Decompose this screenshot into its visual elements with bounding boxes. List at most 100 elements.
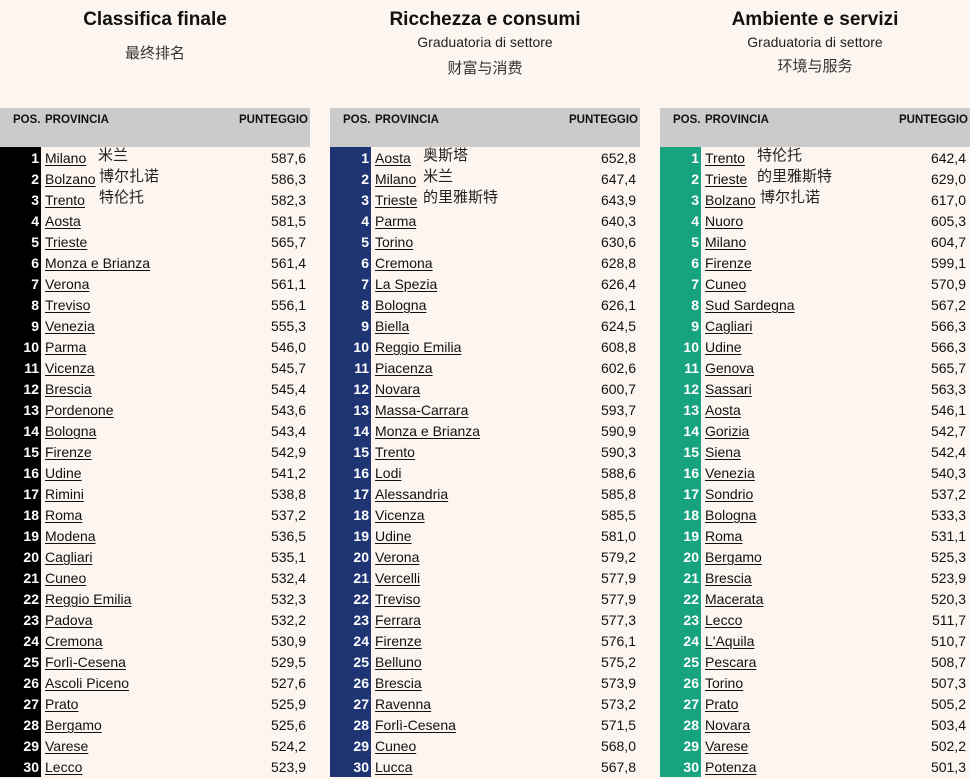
- province-link[interactable]: Torino: [705, 675, 744, 691]
- province-link[interactable]: Padova: [45, 612, 93, 628]
- province-link[interactable]: Forlì-Cesena: [45, 654, 126, 670]
- score-value: 555,3: [270, 318, 306, 334]
- province-link[interactable]: Verona: [375, 549, 420, 565]
- province-link[interactable]: L'Aquila: [705, 633, 755, 649]
- province-link[interactable]: Firenze: [705, 255, 752, 271]
- province-link[interactable]: Udine: [45, 465, 82, 481]
- province-link[interactable]: Roma: [705, 528, 743, 544]
- province-link[interactable]: Forlì-Cesena: [375, 717, 456, 733]
- province-link[interactable]: Brescia: [375, 675, 422, 691]
- province-link[interactable]: Cremona: [375, 255, 433, 271]
- province-link[interactable]: Trieste: [375, 192, 418, 208]
- province-link[interactable]: Brescia: [45, 381, 92, 397]
- province-link[interactable]: Prato: [45, 696, 79, 712]
- province-link[interactable]: Bolzano: [45, 171, 96, 187]
- rank-badge: 23: [0, 609, 41, 630]
- province-link[interactable]: La Spezia: [375, 276, 438, 292]
- province-link[interactable]: Bolzano: [705, 192, 756, 208]
- province-link[interactable]: Massa-Carrara: [375, 402, 469, 418]
- province-link[interactable]: Varese: [705, 738, 749, 754]
- province-link[interactable]: Parma: [45, 339, 87, 355]
- province-link[interactable]: Sassari: [705, 381, 752, 397]
- province-link[interactable]: Roma: [45, 507, 83, 523]
- province-link[interactable]: Cagliari: [705, 318, 753, 334]
- province-link[interactable]: Aosta: [45, 213, 81, 229]
- province-link[interactable]: Cuneo: [375, 738, 417, 754]
- province-link[interactable]: Milano: [375, 171, 417, 187]
- province-link[interactable]: Bergamo: [705, 549, 762, 565]
- province-link[interactable]: Lecco: [45, 759, 83, 775]
- province-link[interactable]: Verona: [45, 276, 90, 292]
- province-link[interactable]: Rimini: [45, 486, 84, 502]
- province-link[interactable]: Nuoro: [705, 213, 744, 229]
- province-link[interactable]: Potenza: [705, 759, 757, 775]
- province-link[interactable]: Vicenza: [45, 360, 95, 376]
- province-link[interactable]: Udine: [375, 528, 412, 544]
- province-link[interactable]: Lodi: [375, 465, 402, 481]
- province-link[interactable]: Vercelli: [375, 570, 421, 586]
- province-link[interactable]: Monza e Brianza: [45, 255, 151, 271]
- province-link[interactable]: Ravenna: [375, 696, 432, 712]
- province-link[interactable]: Varese: [45, 738, 89, 754]
- province-chinese-name: 米兰: [98, 146, 129, 164]
- province-link[interactable]: Cremona: [45, 633, 103, 649]
- province-link[interactable]: Macerata: [705, 591, 764, 607]
- province-link[interactable]: Milano: [45, 150, 87, 166]
- table-row: 14 Monza e Brianza 590,9: [330, 420, 640, 441]
- province-link[interactable]: Ferrara: [375, 612, 421, 628]
- province-link[interactable]: Biella: [375, 318, 410, 334]
- province-link[interactable]: Gorizia: [705, 423, 750, 439]
- province-link[interactable]: Genova: [705, 360, 755, 376]
- province-link[interactable]: Bologna: [45, 423, 97, 439]
- province-link[interactable]: Trento: [705, 150, 745, 166]
- province-link[interactable]: Siena: [705, 444, 741, 460]
- province-link[interactable]: Sud Sardegna: [705, 297, 795, 313]
- province-link[interactable]: Modena: [45, 528, 96, 544]
- province-link[interactable]: Treviso: [375, 591, 421, 607]
- province-link[interactable]: Alessandria: [375, 486, 449, 502]
- province-link[interactable]: Trieste: [705, 171, 748, 187]
- province-link[interactable]: Belluno: [375, 654, 422, 670]
- province-link[interactable]: Treviso: [45, 297, 91, 313]
- province-link[interactable]: Udine: [705, 339, 742, 355]
- province-link[interactable]: Firenze: [45, 444, 92, 460]
- province-link[interactable]: Ascoli Piceno: [45, 675, 130, 691]
- province-link[interactable]: Aosta: [375, 150, 411, 166]
- province-link[interactable]: Venezia: [705, 465, 755, 481]
- province-link[interactable]: Novara: [375, 381, 421, 397]
- province-link[interactable]: Parma: [375, 213, 417, 229]
- province-link[interactable]: Vicenza: [375, 507, 425, 523]
- table-row: 13 Massa-Carrara 593,7: [330, 399, 640, 420]
- province-link[interactable]: Trieste: [45, 234, 88, 250]
- province-link[interactable]: Reggio Emilia: [45, 591, 132, 607]
- province-link[interactable]: Novara: [705, 717, 751, 733]
- province-link[interactable]: Milano: [705, 234, 747, 250]
- province-link[interactable]: Aosta: [705, 402, 741, 418]
- province-link[interactable]: Pordenone: [45, 402, 114, 418]
- province-link[interactable]: Reggio Emilia: [375, 339, 462, 355]
- province-link[interactable]: Venezia: [45, 318, 95, 334]
- table-row: 8 Bologna 626,1: [330, 294, 640, 315]
- province-link[interactable]: Monza e Brianza: [375, 423, 481, 439]
- province-link[interactable]: Piacenza: [375, 360, 433, 376]
- province-link[interactable]: Bergamo: [45, 717, 102, 733]
- province-link[interactable]: Torino: [375, 234, 414, 250]
- province-link[interactable]: Brescia: [705, 570, 752, 586]
- province-link[interactable]: Bologna: [705, 507, 757, 523]
- province-link[interactable]: Bologna: [375, 297, 427, 313]
- province-link[interactable]: Trento: [45, 192, 85, 208]
- province-link[interactable]: Trento: [375, 444, 415, 460]
- province-link[interactable]: Firenze: [375, 633, 422, 649]
- province-link[interactable]: Lucca: [375, 759, 413, 775]
- province-link[interactable]: Pescara: [705, 654, 757, 670]
- province-link[interactable]: Prato: [705, 696, 739, 712]
- province-link[interactable]: Lecco: [705, 612, 743, 628]
- province-link[interactable]: Cagliari: [45, 549, 93, 565]
- province-link[interactable]: Sondrio: [705, 486, 754, 502]
- province-chinese-name: 的里雅斯特: [757, 167, 833, 185]
- score-value: 511,7: [932, 612, 966, 628]
- province-link[interactable]: Cuneo: [45, 570, 87, 586]
- score-value: 531,1: [930, 528, 966, 544]
- province-link[interactable]: Cuneo: [705, 276, 747, 292]
- table-row: 12 Sassari 563,3: [660, 378, 970, 399]
